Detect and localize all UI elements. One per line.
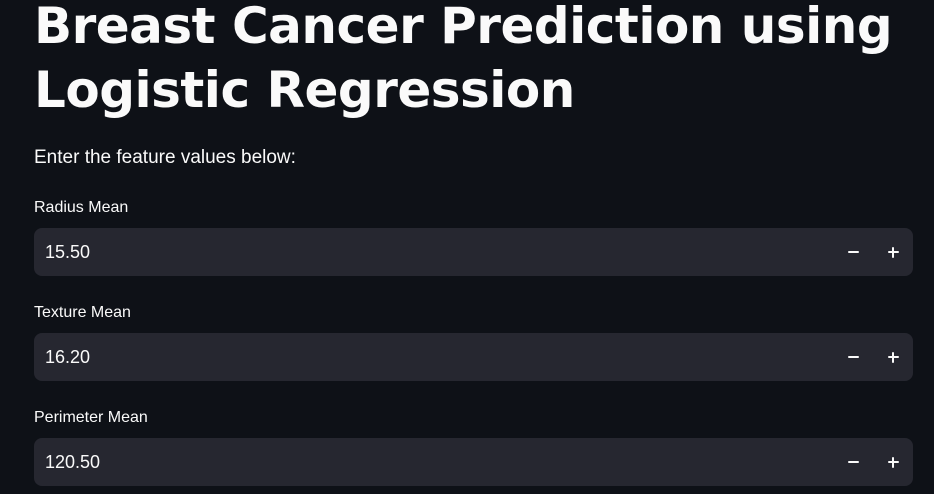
perimeter-mean-input-box xyxy=(34,438,913,486)
plus-icon xyxy=(887,246,899,258)
texture-mean-input-box xyxy=(34,333,913,381)
texture-mean-input[interactable] xyxy=(45,333,805,381)
page-title: Breast Cancer Prediction using Logistic … xyxy=(34,0,893,119)
minus-icon xyxy=(847,352,859,363)
intro-text: Enter the feature values below: xyxy=(34,147,296,168)
perimeter-mean-label: Perimeter Mean xyxy=(34,409,148,426)
radius-mean-increment-button[interactable] xyxy=(873,232,913,272)
texture-mean-increment-button[interactable] xyxy=(873,337,913,377)
radius-mean-decrement-button[interactable] xyxy=(833,232,873,272)
texture-mean-label: Texture Mean xyxy=(34,304,131,321)
radius-mean-field: Radius Mean xyxy=(34,198,913,276)
perimeter-mean-decrement-button[interactable] xyxy=(833,442,873,482)
radius-mean-input-box xyxy=(34,228,913,276)
texture-mean-field: Texture Mean xyxy=(34,303,913,381)
radius-mean-input[interactable] xyxy=(45,228,805,276)
perimeter-mean-field: Perimeter Mean xyxy=(34,408,913,486)
plus-icon xyxy=(887,456,899,468)
minus-icon xyxy=(847,247,859,258)
texture-mean-decrement-button[interactable] xyxy=(833,337,873,377)
perimeter-mean-input[interactable] xyxy=(45,438,805,486)
minus-icon xyxy=(847,457,859,468)
radius-mean-label: Radius Mean xyxy=(34,199,129,216)
perimeter-mean-increment-button[interactable] xyxy=(873,442,913,482)
plus-icon xyxy=(887,351,899,363)
